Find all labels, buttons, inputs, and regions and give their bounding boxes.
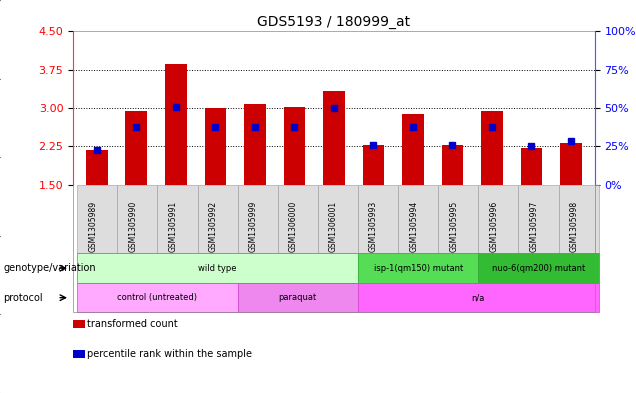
Text: GSM1305998: GSM1305998 (570, 200, 579, 252)
Text: GSM1305995: GSM1305995 (449, 200, 459, 252)
Text: n/a: n/a (472, 293, 485, 302)
Bar (521, 148, 543, 185)
Text: GSM1305992: GSM1305992 (209, 200, 218, 252)
Text: transformed count: transformed count (87, 319, 178, 329)
Text: percentile rank within the sample: percentile rank within the sample (87, 349, 252, 359)
Bar (560, 143, 582, 185)
Text: wild type: wild type (198, 264, 237, 273)
Bar (125, 110, 147, 185)
Bar (86, 150, 107, 185)
Bar (363, 145, 384, 185)
Text: nuo-6(qm200) mutant: nuo-6(qm200) mutant (492, 264, 585, 273)
Text: isp-1(qm150) mutant: isp-1(qm150) mutant (373, 264, 463, 273)
Text: GSM1305993: GSM1305993 (369, 200, 378, 252)
Text: protocol: protocol (3, 293, 43, 303)
Text: GSM1305989: GSM1305989 (88, 200, 97, 252)
Text: paraquat: paraquat (279, 293, 317, 302)
Bar (441, 145, 463, 185)
Bar (165, 64, 187, 185)
Bar (205, 108, 226, 185)
Bar (323, 91, 345, 185)
Text: genotype/variation: genotype/variation (3, 263, 96, 273)
Text: control (untreated): control (untreated) (118, 293, 197, 302)
Bar (481, 110, 503, 185)
Text: GSM1305996: GSM1305996 (489, 200, 499, 252)
Text: GSM1305997: GSM1305997 (530, 200, 539, 252)
Text: GSM1306001: GSM1306001 (329, 200, 338, 252)
Title: GDS5193 / 180999_at: GDS5193 / 180999_at (258, 15, 410, 29)
Text: GSM1306000: GSM1306000 (289, 200, 298, 252)
Text: GSM1305991: GSM1305991 (169, 200, 177, 252)
Text: GSM1305994: GSM1305994 (409, 200, 418, 252)
Text: GSM1305999: GSM1305999 (249, 200, 258, 252)
Bar (402, 114, 424, 185)
Bar (244, 104, 266, 185)
Bar (284, 107, 305, 185)
Text: GSM1305990: GSM1305990 (128, 200, 137, 252)
